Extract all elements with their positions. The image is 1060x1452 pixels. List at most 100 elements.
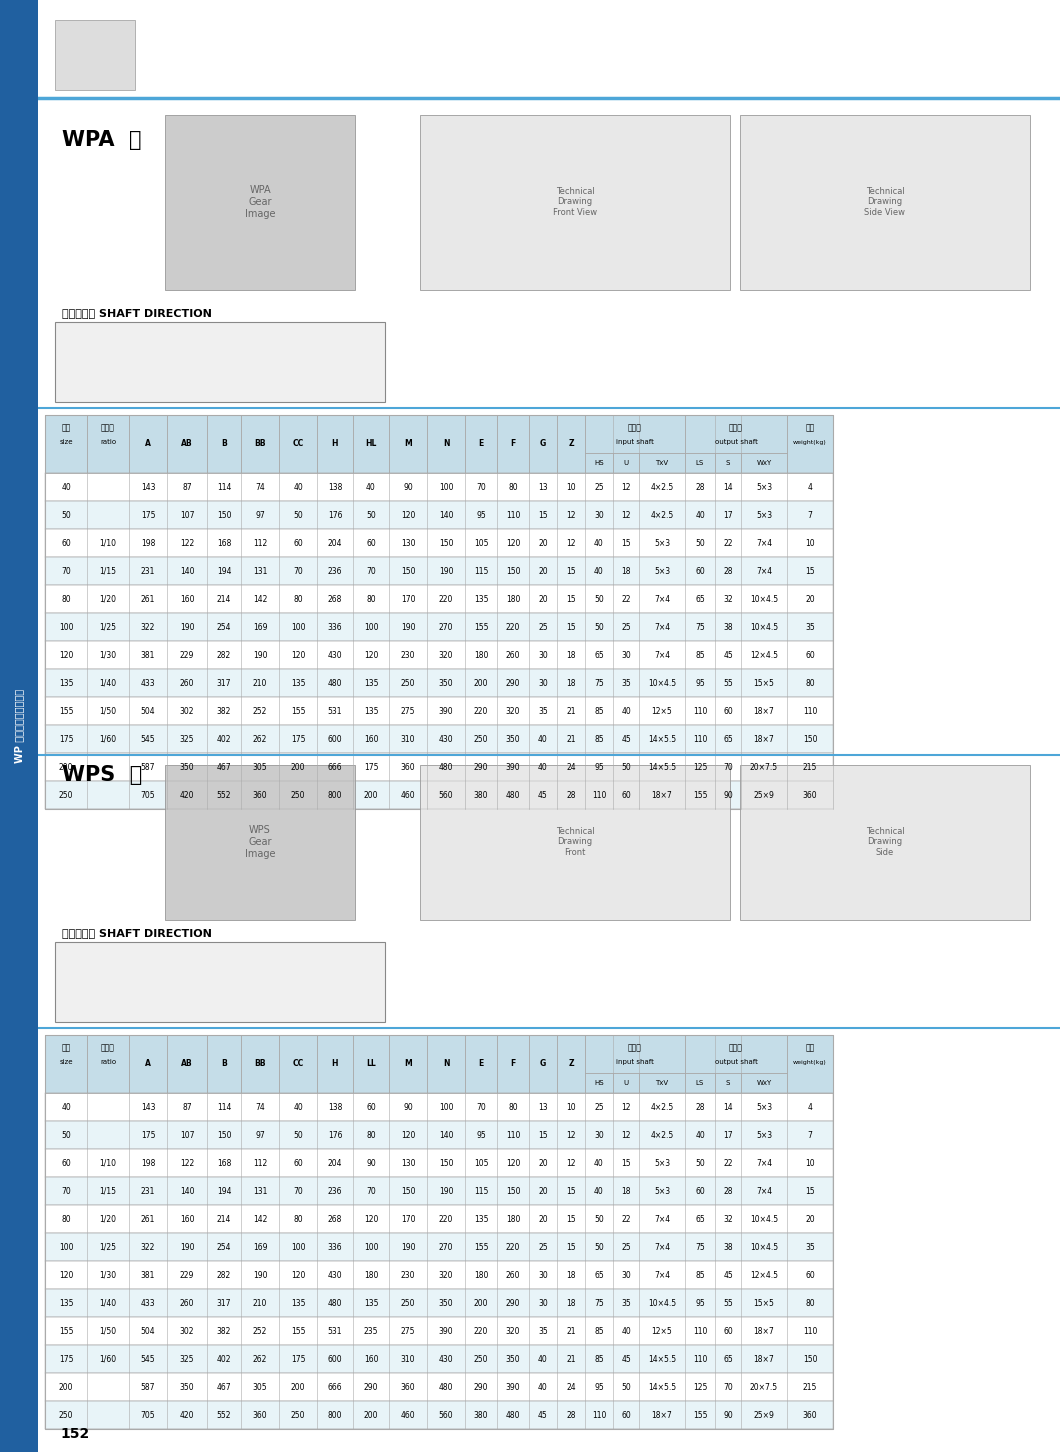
Text: 360: 360 bbox=[252, 1410, 267, 1420]
Text: 135: 135 bbox=[58, 678, 73, 687]
Text: E: E bbox=[478, 1060, 483, 1069]
Text: 50: 50 bbox=[594, 1214, 604, 1224]
Text: 200: 200 bbox=[364, 790, 378, 800]
Text: CC: CC bbox=[293, 1060, 303, 1069]
Text: 325: 325 bbox=[180, 1355, 194, 1363]
Text: 105: 105 bbox=[474, 1159, 489, 1167]
Text: LS: LS bbox=[695, 460, 704, 466]
Text: 120: 120 bbox=[401, 511, 416, 520]
Text: 85: 85 bbox=[595, 735, 604, 743]
Text: 20×7.5: 20×7.5 bbox=[749, 1382, 778, 1391]
Text: WxY: WxY bbox=[757, 460, 772, 466]
Text: input shaft: input shaft bbox=[616, 440, 654, 446]
Text: 100: 100 bbox=[58, 1243, 73, 1252]
Text: 120: 120 bbox=[290, 650, 305, 659]
Text: 290: 290 bbox=[474, 762, 489, 771]
Text: 155: 155 bbox=[290, 707, 305, 716]
Text: 1/20: 1/20 bbox=[100, 1214, 117, 1224]
Text: AB: AB bbox=[181, 440, 193, 449]
Text: 120: 120 bbox=[58, 650, 73, 659]
Text: 21: 21 bbox=[566, 735, 576, 743]
Text: 350: 350 bbox=[180, 1382, 194, 1391]
Text: 270: 270 bbox=[439, 623, 454, 632]
Text: 168: 168 bbox=[217, 1159, 231, 1167]
Text: 45: 45 bbox=[621, 735, 631, 743]
Text: 7×4: 7×4 bbox=[756, 1159, 772, 1167]
Text: 200: 200 bbox=[58, 1382, 73, 1391]
Text: 155: 155 bbox=[58, 1327, 73, 1336]
Text: 60: 60 bbox=[621, 790, 631, 800]
Text: 1/25: 1/25 bbox=[100, 623, 117, 632]
Text: 38: 38 bbox=[723, 1243, 732, 1252]
Text: 60: 60 bbox=[366, 539, 376, 547]
Text: 4: 4 bbox=[808, 1102, 812, 1111]
Bar bbox=[241, 415, 279, 473]
Text: 138: 138 bbox=[328, 482, 342, 491]
Text: 5×3: 5×3 bbox=[756, 511, 772, 520]
Text: 360: 360 bbox=[252, 790, 267, 800]
Text: 160: 160 bbox=[364, 1355, 378, 1363]
Text: 150: 150 bbox=[401, 566, 416, 575]
Text: 560: 560 bbox=[439, 790, 454, 800]
Text: 131: 131 bbox=[253, 566, 267, 575]
Text: 350: 350 bbox=[180, 762, 194, 771]
Text: 220: 220 bbox=[474, 707, 489, 716]
Bar bbox=[613, 1073, 639, 1093]
Text: 14×5.5: 14×5.5 bbox=[648, 1355, 676, 1363]
Text: 70: 70 bbox=[294, 566, 303, 575]
Text: BB: BB bbox=[254, 1060, 266, 1069]
Text: 140: 140 bbox=[180, 566, 194, 575]
Text: 5×3: 5×3 bbox=[654, 539, 670, 547]
Text: 1/30: 1/30 bbox=[100, 650, 117, 659]
Bar bbox=[685, 415, 787, 453]
Text: 110: 110 bbox=[591, 1410, 606, 1420]
Text: 135: 135 bbox=[364, 707, 378, 716]
Text: 70: 70 bbox=[61, 566, 71, 575]
Text: TxV: TxV bbox=[655, 1080, 669, 1086]
Text: 70: 70 bbox=[723, 1382, 732, 1391]
Text: 200: 200 bbox=[58, 762, 73, 771]
Text: 120: 120 bbox=[506, 1159, 520, 1167]
Text: 322: 322 bbox=[141, 1243, 155, 1252]
Bar bbox=[317, 1035, 353, 1093]
Text: 32: 32 bbox=[723, 1214, 732, 1224]
Text: 97: 97 bbox=[255, 1131, 265, 1140]
Text: 142: 142 bbox=[253, 594, 267, 604]
Text: 142: 142 bbox=[253, 1214, 267, 1224]
Bar bbox=[167, 415, 207, 473]
Text: 7×4: 7×4 bbox=[654, 1243, 670, 1252]
Text: 420: 420 bbox=[180, 1410, 194, 1420]
Text: 65: 65 bbox=[723, 735, 732, 743]
Text: 15: 15 bbox=[566, 1186, 576, 1195]
Text: 4×2.5: 4×2.5 bbox=[651, 511, 673, 520]
Text: 260: 260 bbox=[506, 1270, 520, 1279]
Text: 21: 21 bbox=[566, 1355, 576, 1363]
Text: 85: 85 bbox=[595, 1355, 604, 1363]
Text: 460: 460 bbox=[401, 790, 416, 800]
Text: 120: 120 bbox=[290, 1270, 305, 1279]
Text: 25: 25 bbox=[621, 623, 631, 632]
Bar bbox=[585, 1073, 613, 1093]
Text: 15: 15 bbox=[566, 566, 576, 575]
Text: 143: 143 bbox=[141, 1102, 155, 1111]
Text: HS: HS bbox=[595, 460, 604, 466]
Text: 666: 666 bbox=[328, 1382, 342, 1391]
Text: 20: 20 bbox=[538, 1186, 548, 1195]
Text: 15: 15 bbox=[566, 1214, 576, 1224]
Text: 55: 55 bbox=[723, 1298, 732, 1307]
Text: M: M bbox=[404, 1060, 412, 1069]
Text: 360: 360 bbox=[802, 790, 817, 800]
Text: output shaft: output shaft bbox=[714, 1060, 758, 1066]
Text: 轴指向表示 SHAFT DIRECTION: 轴指向表示 SHAFT DIRECTION bbox=[61, 928, 212, 938]
Text: 40: 40 bbox=[594, 566, 604, 575]
Text: 190: 190 bbox=[252, 650, 267, 659]
Bar bbox=[45, 585, 833, 613]
Text: 176: 176 bbox=[328, 1131, 342, 1140]
Text: 13: 13 bbox=[538, 482, 548, 491]
Text: 390: 390 bbox=[506, 1382, 520, 1391]
Text: 110: 110 bbox=[506, 511, 520, 520]
Text: TxV: TxV bbox=[655, 460, 669, 466]
Text: 235: 235 bbox=[364, 1327, 378, 1336]
Text: 360: 360 bbox=[802, 1410, 817, 1420]
Bar bbox=[639, 1073, 685, 1093]
